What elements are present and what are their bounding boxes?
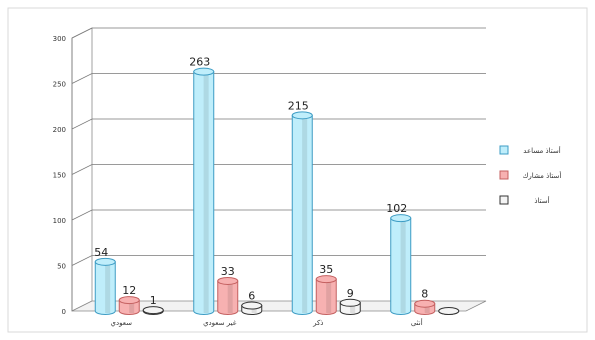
bar [438, 307, 460, 315]
x-tick-label: ذكر [312, 319, 323, 327]
legend-swatch [499, 195, 509, 205]
data-label: 8 [421, 288, 428, 301]
bar-top [217, 276, 239, 285]
legend: أستاذ مساعد أستاذ مشارك أستاذ [499, 145, 562, 205]
data-label: 102 [386, 202, 407, 215]
y-tick-label: 300 [53, 35, 66, 43]
bars [94, 67, 460, 315]
legend-label: أستاذ [534, 196, 549, 205]
gridline [71, 209, 486, 221]
data-label: 9 [347, 287, 354, 300]
bar-top [142, 306, 164, 315]
bar-top [241, 301, 263, 310]
x-tick-label: أنثى [411, 318, 423, 327]
data-label: 54 [94, 246, 108, 259]
legend-swatch [499, 170, 509, 180]
bar-top [291, 111, 313, 120]
data-label: 215 [288, 99, 309, 112]
bar [193, 67, 215, 315]
y-tick-label: 50 [57, 263, 66, 271]
bar-top [193, 67, 215, 76]
x-axis-categories: سعودي غير سعودي ذكر أنثى [111, 318, 423, 327]
bar-top [390, 214, 412, 223]
x-tick-label: سعودي [111, 319, 133, 327]
bar-top [118, 296, 140, 305]
bar [390, 214, 412, 315]
y-axis-ticks: 0 50 100 150 200 250 300 [53, 35, 66, 316]
y-tick-label: 0 [62, 308, 66, 316]
legend-swatch [499, 145, 509, 155]
legend-label: أستاذ مساعد [523, 146, 560, 155]
bar-top [438, 307, 460, 315]
gridlines [71, 27, 486, 311]
bar-top [315, 275, 337, 284]
bar [94, 257, 116, 315]
bar [118, 296, 140, 315]
bar-top [94, 257, 116, 266]
gridline [71, 73, 486, 84]
x-tick-label: غير سعودي [203, 319, 237, 327]
data-label: 263 [189, 56, 210, 69]
data-label: 1 [150, 294, 157, 307]
bar [315, 275, 337, 315]
bar [414, 299, 436, 315]
data-labels: 54 12 1 263 33 6 215 35 9 102 8 [94, 56, 428, 307]
bar-top [339, 298, 361, 307]
legend-item: أستاذ مشارك [499, 170, 562, 180]
legend-item: أستاذ مساعد [499, 145, 561, 155]
y-tick-label: 150 [53, 172, 66, 180]
bar-top [414, 299, 436, 308]
data-label: 12 [122, 284, 136, 297]
bar [291, 111, 313, 315]
bar [142, 306, 164, 315]
data-label: 33 [221, 265, 235, 278]
data-label: 6 [248, 290, 255, 303]
y-tick-label: 250 [53, 81, 66, 89]
bar [217, 276, 239, 315]
gridline [71, 164, 486, 175]
bar [339, 298, 361, 315]
gridline [71, 255, 486, 266]
data-label: 35 [319, 263, 333, 276]
legend-item: أستاذ [499, 195, 550, 205]
gridline [71, 27, 486, 39]
legend-label: أستاذ مشارك [523, 171, 562, 180]
y-tick-label: 100 [53, 217, 66, 225]
bar [241, 301, 263, 315]
chart-frame [7, 7, 588, 333]
gridline [71, 118, 486, 130]
y-tick-label: 200 [53, 126, 66, 134]
plot-walls [71, 27, 487, 312]
